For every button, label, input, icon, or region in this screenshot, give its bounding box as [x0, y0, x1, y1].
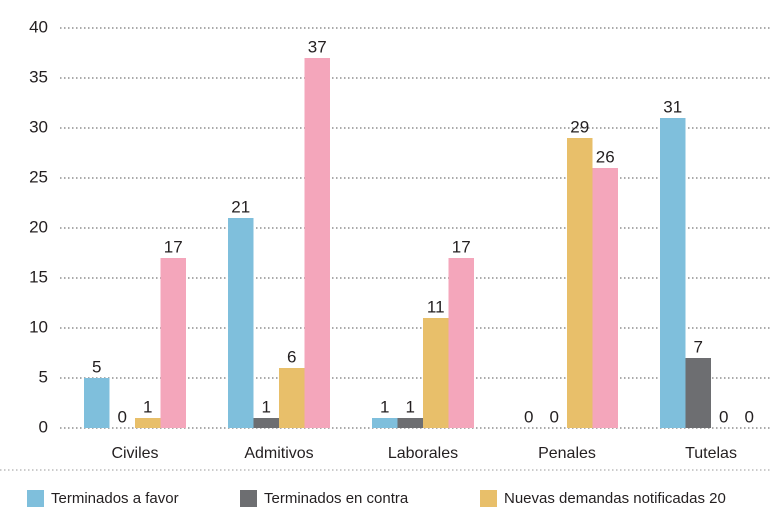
bar [660, 118, 686, 428]
x-tick-label: Tutelas [685, 445, 737, 462]
legend-label: Terminados en contra [264, 490, 409, 507]
legend-swatch [480, 490, 497, 507]
y-tick-label: 25 [29, 167, 48, 186]
bar [279, 368, 305, 428]
data-label: 11 [427, 297, 445, 316]
data-label: 0 [550, 407, 559, 426]
x-tick-label: Civiles [111, 445, 158, 462]
data-label: 6 [287, 347, 296, 366]
data-label: 0 [118, 407, 127, 426]
x-tick-label: Admitivos [244, 445, 313, 462]
y-tick-label: 5 [39, 367, 48, 386]
y-tick-label: 20 [29, 217, 48, 236]
bar [397, 418, 423, 428]
data-label: 29 [570, 117, 589, 136]
y-tick-label: 35 [29, 67, 48, 86]
bar [253, 418, 279, 428]
bar [84, 378, 110, 428]
bar [567, 138, 593, 428]
data-label: 17 [164, 237, 183, 256]
bar [448, 258, 474, 428]
data-label: 1 [262, 397, 271, 416]
data-label: 1 [143, 397, 152, 416]
data-label: 37 [308, 37, 327, 56]
y-tick-label: 30 [29, 117, 48, 136]
bar [372, 418, 398, 428]
bar [228, 218, 254, 428]
data-label: 0 [745, 407, 754, 426]
y-tick-label: 10 [29, 317, 48, 336]
data-label: 17 [452, 237, 471, 256]
data-label: 1 [380, 397, 389, 416]
legend-label: Nuevas demandas notificadas 20 [504, 490, 726, 507]
bar [304, 58, 330, 428]
legend-label: Terminados a favor [51, 490, 179, 507]
x-tick-label: Laborales [388, 445, 458, 462]
y-tick-label: 40 [29, 17, 48, 36]
data-label: 5 [92, 357, 101, 376]
data-label: 7 [694, 337, 703, 356]
data-label: 1 [406, 397, 415, 416]
bar [423, 318, 449, 428]
legend-swatch [27, 490, 44, 507]
y-tick-label: 15 [29, 267, 48, 286]
bar [592, 168, 618, 428]
bar [685, 358, 711, 428]
data-label: 31 [663, 97, 682, 116]
y-tick-label: 0 [39, 417, 48, 436]
legend-swatch [240, 490, 257, 507]
bar [135, 418, 161, 428]
data-label: 0 [719, 407, 728, 426]
data-label: 0 [524, 407, 533, 426]
bar [160, 258, 186, 428]
x-tick-label: Penales [538, 445, 596, 462]
data-label: 26 [596, 147, 615, 166]
data-label: 21 [231, 197, 250, 216]
